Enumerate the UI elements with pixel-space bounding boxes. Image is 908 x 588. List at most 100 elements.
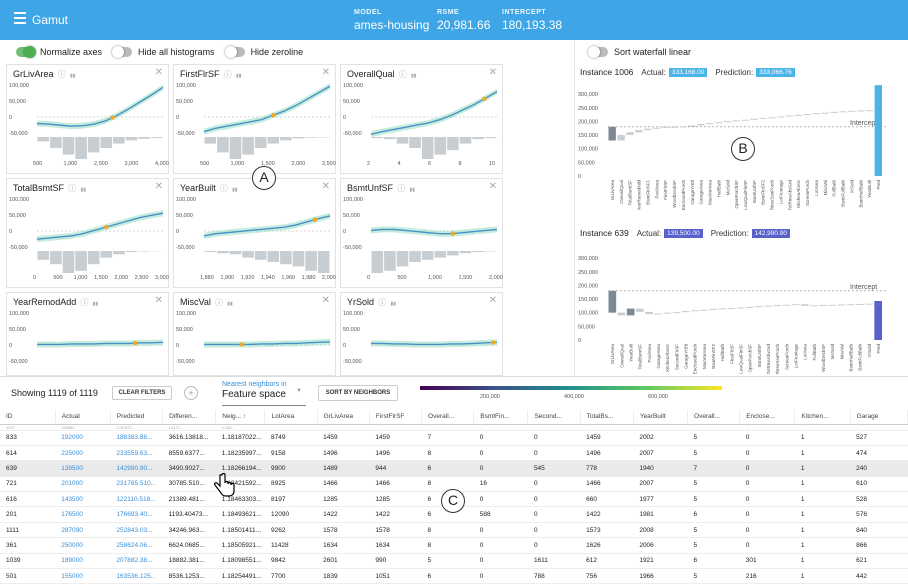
column-header[interactable]: Kitchen...	[794, 410, 851, 425]
histogram-icon[interactable]: ▮▮	[409, 187, 415, 193]
table-row[interactable]: 614 225000 233559.63... 8559.6377... 1.18235…	[0, 445, 908, 462]
column-header[interactable]: Overall...	[421, 410, 475, 425]
feature-card[interactable]: BsmtUnfSF ⓘ ▮▮ ✕ 100,000 50,000 0 -50,000 0 500…	[340, 178, 503, 288]
table-cell: 2007	[633, 476, 688, 493]
table-row[interactable]: 361 250000 258624.06... 6624.0685... 1.18505…	[0, 537, 908, 554]
feature-card[interactable]: YearRemodAdd ⓘ ▮▮ ✕ 100,000 50,000 0 -50,000	[6, 292, 169, 376]
hand-cursor-icon	[214, 473, 235, 497]
histogram-icon[interactable]: ▮▮	[410, 73, 417, 79]
sort-by-neighbors-button[interactable]: SORT BY NEIGHBORS	[318, 385, 398, 401]
histogram-bar	[305, 251, 317, 271]
close-icon[interactable]: ✕	[488, 181, 497, 192]
table-row[interactable]: 1111 287090 252843.03... 34246.963... 1.1850…	[0, 522, 908, 539]
column-header[interactable]: GrLivArea	[317, 410, 370, 425]
column-header[interactable]: Differen...	[162, 410, 217, 425]
info-icon[interactable]: ⓘ	[376, 298, 389, 307]
column-header[interactable]: YearBuilt	[633, 410, 689, 425]
clear-filters-button[interactable]: CLEAR FILTERS	[112, 386, 172, 400]
y-tick-label: 50,000	[578, 324, 595, 330]
histogram-icon[interactable]: ▮▮	[390, 301, 396, 307]
table-cell: 0	[527, 506, 581, 523]
table-row[interactable]: 833 192000 188383.86... 3616.13818... 1.1818…	[0, 430, 908, 446]
feature-card[interactable]: YearBuilt ⓘ ▮▮ ✕ 100,000 50,000 0 -50,000 1,88…	[173, 178, 336, 288]
info-icon[interactable]: ⓘ	[212, 298, 226, 307]
close-icon[interactable]: ✕	[321, 67, 330, 78]
histogram-icon[interactable]: ▮▮	[92, 301, 99, 307]
column-header[interactable]: Enclose...	[739, 410, 796, 425]
feature-card[interactable]: TotalBsmtSF ⓘ ▮▮ ✕ 100,000 50,000 0 -50,000 0 5…	[6, 178, 169, 288]
shape-curve	[36, 212, 164, 240]
table-row[interactable]: 201 176500 176693.40... 1193.40473... 1.1849…	[0, 506, 908, 523]
info-icon[interactable]: ⓘ	[66, 184, 79, 193]
normalize-axes-toggle[interactable]: Normalize axes	[16, 46, 102, 58]
info-icon[interactable]: ⓘ	[217, 184, 231, 193]
table-row[interactable]: 639 139500 142990.90... 3490.9027... 1.18266…	[0, 460, 908, 477]
y-tick-label: 250,000	[578, 106, 598, 112]
table-row[interactable]: 616 143500 122110.518... 21389.481... 1.1846…	[0, 491, 908, 508]
close-icon[interactable]: ✕	[488, 67, 497, 78]
column-header[interactable]: Overall...	[687, 410, 741, 425]
info-icon[interactable]: ⓘ	[395, 184, 408, 193]
column-header[interactable]: ID	[0, 410, 56, 425]
info-icon[interactable]: ⓘ	[55, 70, 68, 79]
column-header[interactable]: BsmtFin...	[473, 410, 529, 425]
feature-card[interactable]: YrSold ⓘ ▮▮ ✕ 100,000 50,000 0 -50,000	[340, 292, 503, 376]
table-row[interactable]: 1039 189000 207882.38... 18882.381... 1.1809…	[0, 553, 908, 570]
close-icon[interactable]: ✕	[321, 295, 330, 306]
histogram-icon[interactable]: ▮▮	[69, 73, 76, 79]
close-icon[interactable]: ✕	[154, 295, 163, 306]
column-header[interactable]: Second...	[527, 410, 581, 425]
info-icon[interactable]: ⓘ	[221, 70, 234, 79]
x-tick-label: 500	[33, 161, 42, 167]
confidence-band	[371, 88, 497, 138]
close-icon[interactable]: ✕	[488, 295, 497, 306]
table-cell: 8	[421, 537, 474, 554]
add-filter-button[interactable]: +	[184, 386, 198, 400]
hamburger-icon[interactable]	[14, 12, 26, 26]
x-tick-label: 1,940	[261, 275, 275, 281]
histogram-icon[interactable]: ▮▮	[235, 73, 242, 79]
info-icon[interactable]: ⓘ	[78, 298, 91, 307]
sort-waterfall-toggle[interactable]: Sort waterfall linear	[588, 46, 691, 58]
table-cell: 1611	[527, 553, 581, 570]
feature-card[interactable]: OverallQual ⓘ ▮▮ ✕ 100,000 50,000 0 -50,000 2 4…	[340, 64, 503, 174]
feature-tick-label: MoSold	[830, 344, 835, 360]
waterfall-bar	[727, 308, 736, 310]
column-header[interactable]: LotArea	[264, 410, 318, 425]
y-tick-label: 100,000	[343, 311, 363, 317]
info-icon[interactable]: ⓘ	[396, 70, 409, 79]
hide-zeroline-toggle[interactable]: Hide zeroline	[224, 46, 303, 58]
feature-card[interactable]: GrLivArea ⓘ ▮▮ ✕ 100,000 50,000 0 -50,000 500 1…	[6, 64, 169, 174]
close-icon[interactable]: ✕	[154, 181, 163, 192]
column-header[interactable]: Garage	[850, 410, 908, 425]
feature-card[interactable]: FirstFlrSF ⓘ ▮▮ ✕ 100,000 50,000 0 -50,000 500…	[173, 64, 336, 174]
histogram-icon[interactable]: ▮▮	[227, 301, 233, 307]
y-tick-label: -50,000	[343, 245, 362, 251]
column-header[interactable]: FirstFlrSF	[369, 410, 423, 425]
table-row[interactable]: 721 201000 231785.510... 30785.510... 1.1842…	[0, 476, 908, 493]
histogram-icon[interactable]: ▮▮	[80, 187, 86, 193]
table-cell: 1496	[580, 445, 634, 462]
neighbors-space-select[interactable]: Nearest neighbors in Feature space ▼	[222, 381, 306, 406]
y-tick-label: 200,000	[578, 283, 598, 289]
table-cell: 1496	[317, 445, 370, 462]
table-row[interactable]: 501 155000 163536.125... 8536.1253... 1.1825…	[0, 568, 908, 585]
table-cell: 5	[687, 568, 740, 585]
instance-dot	[312, 217, 318, 222]
table-cell: 2006	[633, 537, 688, 554]
table-cell: 1921	[633, 553, 688, 570]
actual-label: Actual:	[636, 228, 662, 238]
column-header[interactable]: Actual	[55, 410, 111, 425]
histogram-icon[interactable]: ▮▮	[232, 187, 238, 193]
histogram-bar	[254, 137, 267, 148]
column-header[interactable]: Neig... ↑	[215, 410, 266, 425]
column-header[interactable]: TotalBs...	[580, 410, 634, 425]
close-icon[interactable]: ✕	[321, 181, 330, 192]
x-tick-label: 1,920	[241, 275, 255, 281]
hide-histograms-toggle[interactable]: Hide all histograms	[112, 46, 215, 58]
close-icon[interactable]: ✕	[154, 67, 163, 78]
shape-curve	[36, 86, 164, 127]
column-header[interactable]: Predicted	[110, 410, 164, 425]
table-cell: 11428	[264, 537, 318, 554]
feature-card[interactable]: MiscVal ⓘ ▮▮ ✕ 100,000 50,000 0 -50,000	[173, 292, 336, 376]
